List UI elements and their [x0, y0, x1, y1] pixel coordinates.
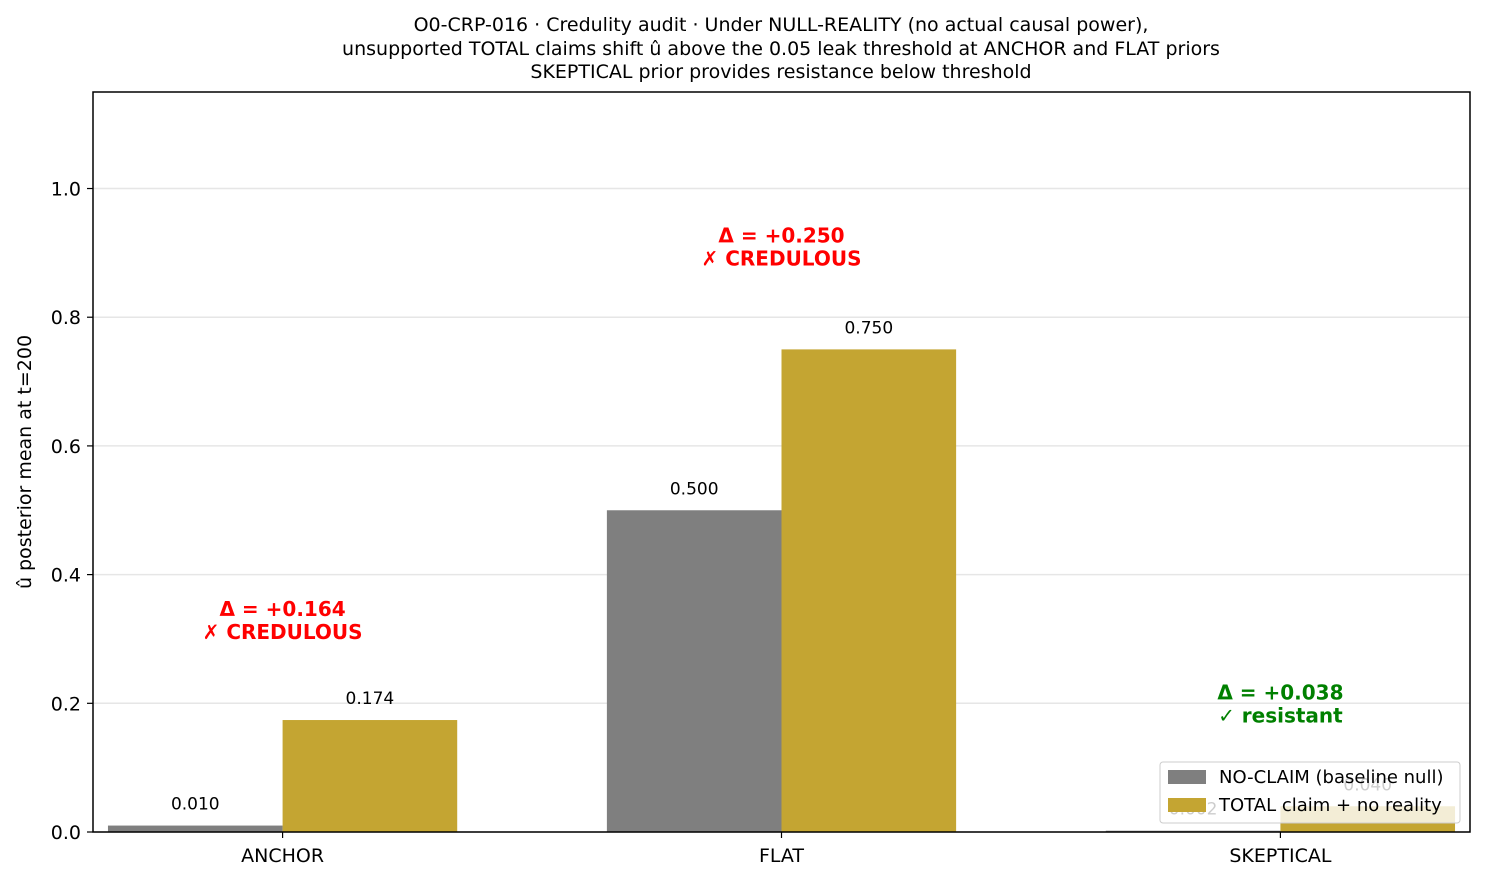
chart-title: O0-CRP-016 · Credulity audit · Under NUL…: [342, 14, 1220, 83]
annotation-skeptical-line-2: ✓ resistant: [1218, 704, 1343, 728]
title-line-3: SKEPTICAL prior provides resistance belo…: [530, 61, 1031, 83]
bars: [107, 349, 1456, 832]
value-label-flat-total-claim: 0.750: [844, 318, 893, 338]
y-tick-label-0-4: 0.4: [51, 565, 81, 587]
annotation-flat-line-1: Δ = +0.250: [718, 224, 844, 248]
y-tick-label-1-0: 1.0: [51, 179, 81, 201]
legend-swatch-total-claim: [1168, 798, 1206, 812]
legend: NO-CLAIM (baseline null) TOTAL claim + n…: [1159, 761, 1461, 824]
annotation-anchor-line-1: Δ = +0.164: [219, 597, 345, 621]
legend-box: [1159, 761, 1461, 824]
title-line-2: unsupported TOTAL claims shift û above t…: [342, 38, 1220, 60]
x-axis-ticks: ANCHOR FLAT SKEPTICAL: [241, 832, 1332, 867]
y-tick-label-0-6: 0.6: [51, 436, 81, 458]
y-tick-label-0-2: 0.2: [51, 693, 81, 715]
value-label-anchor-total-claim: 0.174: [346, 689, 395, 709]
value-label-flat-no-claim: 0.500: [670, 479, 719, 499]
x-tick-label-flat: FLAT: [759, 845, 804, 867]
annotation-skeptical-line-1: Δ = +0.038: [1217, 681, 1343, 705]
y-axis-label: û posterior mean at t=200: [14, 335, 36, 589]
legend-label-no-claim: NO-CLAIM (baseline null): [1219, 767, 1444, 788]
y-tick-label-0-8: 0.8: [51, 307, 81, 329]
y-axis-ticks: 0.0 0.2 0.4 0.6 0.8 1.0: [51, 179, 93, 844]
x-tick-label-skeptical: SKEPTICAL: [1229, 845, 1331, 867]
legend-label-total-claim: TOTAL claim + no reality: [1218, 795, 1442, 816]
annotation-anchor-line-2: ✗ CREDULOUS: [203, 620, 363, 644]
title-line-1: O0-CRP-016 · Credulity audit · Under NUL…: [414, 14, 1149, 36]
value-label-anchor-no-claim: 0.010: [171, 795, 220, 815]
bar-flat-no-claim: [606, 510, 782, 832]
annotation-flat-line-2: ✗ CREDULOUS: [702, 247, 862, 271]
x-tick-label-anchor: ANCHOR: [241, 845, 324, 867]
bar-flat-total-claim: [781, 349, 957, 832]
bar-anchor-total-claim: [282, 720, 458, 832]
y-tick-label-0-0: 0.0: [51, 822, 81, 844]
bar-anchor-no-claim: [107, 825, 283, 832]
legend-swatch-no-claim: [1168, 770, 1206, 784]
